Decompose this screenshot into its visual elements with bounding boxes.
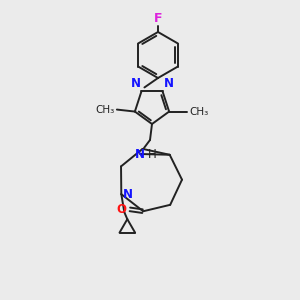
Text: N: N [164, 77, 174, 90]
Text: N: N [135, 148, 145, 160]
Text: CH₃: CH₃ [96, 105, 115, 115]
Text: CH₃: CH₃ [189, 106, 208, 117]
Text: N: N [130, 77, 140, 90]
Text: F: F [154, 12, 162, 25]
Text: H: H [148, 148, 157, 160]
Text: O: O [116, 203, 126, 216]
Text: N: N [123, 188, 133, 201]
